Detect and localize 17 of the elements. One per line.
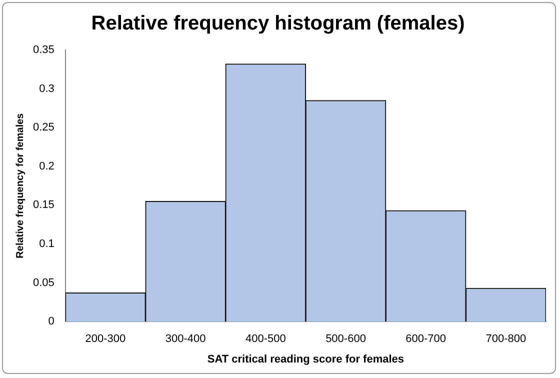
y-tick-label: 0.25 [32, 122, 54, 134]
x-axis-title: SAT critical reading score for females [207, 353, 404, 366]
x-tick-label: 700-800 [486, 333, 526, 346]
chart-title: Relative frequency histogram (females) [91, 12, 465, 35]
y-tick-label: 0.05 [32, 276, 54, 289]
x-tick-label: 500-600 [326, 333, 366, 346]
y-tick-label: 0.2 [39, 160, 54, 172]
x-tick-label: 600-700 [406, 333, 446, 346]
y-tick-label: 0.1 [39, 238, 54, 250]
y-tick-label: 0 [48, 316, 54, 328]
y-axis-title: Relative frequency for females [14, 112, 26, 258]
x-tick-label: 400-500 [245, 333, 286, 346]
y-tick-label: 0.3 [39, 82, 54, 95]
y-tick-label: 0.35 [32, 44, 54, 56]
y-tick-label: 0.15 [32, 199, 54, 212]
x-tick-label: 200-300 [85, 333, 126, 346]
x-tick-label: 300-400 [165, 333, 206, 346]
